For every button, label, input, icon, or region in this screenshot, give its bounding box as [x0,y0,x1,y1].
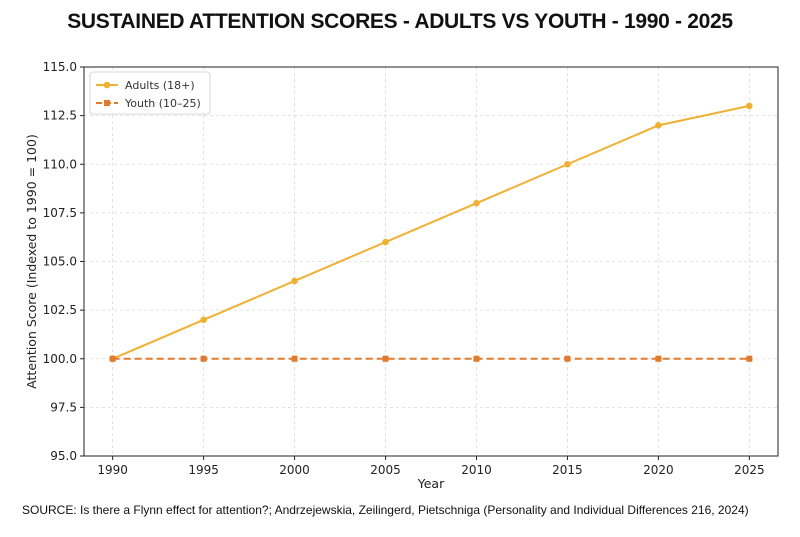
y-tick-label: 97.5 [50,400,77,414]
plot-frame [83,66,779,457]
series-adults [109,102,753,363]
x-tick-label: 1990 [97,463,128,477]
y-tick-label: 115.0 [43,60,77,74]
y-tick-label: 107.5 [43,206,77,220]
y-tick-label: 105.0 [43,255,77,269]
data-point [746,102,753,110]
series-line [112,104,750,360]
y-tick-label: 95.0 [50,449,77,463]
x-tick-label: 2005 [370,463,401,477]
data-point [655,355,662,362]
chart-title: SUSTAINED ATTENTION SCORES - ADULTS VS Y… [67,10,733,33]
legend-marker [103,81,111,89]
y-tick-label: 100.0 [43,352,77,366]
series-group [109,102,753,363]
x-tick-label: 2010 [461,463,492,477]
legend-label: Adults (18+) [125,79,195,92]
data-point [382,355,389,362]
source-note: SOURCE: Is there a Flynn effect for atte… [22,503,749,517]
legend-label: Youth (10–25) [124,97,201,110]
data-point [200,316,207,324]
x-tick-label: 2000 [279,463,310,477]
y-axis-label: Attention Score (Indexed to 1990 = 100) [24,134,39,389]
x-tick-label: 2015 [552,463,583,477]
data-point [382,238,389,246]
y-tick-label: 102.5 [43,303,77,317]
data-point [473,355,480,362]
data-point [564,160,571,168]
data-point [291,355,298,362]
x-tick-label: 1995 [188,463,219,477]
x-tick-label: 2020 [643,463,674,477]
y-tick-label: 112.5 [43,109,77,123]
grid-lines [84,66,778,457]
data-point [109,355,116,362]
data-point [200,355,207,362]
legend: Adults (18+) Youth (10–25) [89,71,211,115]
data-point [564,355,571,362]
data-point [291,277,298,285]
series-youth [109,355,753,362]
data-point [473,199,480,207]
data-point [746,355,753,362]
y-tick-label: 110.0 [43,157,77,171]
x-axis-label: Year [417,476,445,491]
data-point [655,122,662,129]
x-tick-label: 2025 [734,463,765,477]
legend-marker [104,100,110,106]
legend-box [89,71,211,115]
axes: 95.0 97.5 100.0 102.5 105.0 107.5 110.0 112.5 11… [43,60,779,477]
